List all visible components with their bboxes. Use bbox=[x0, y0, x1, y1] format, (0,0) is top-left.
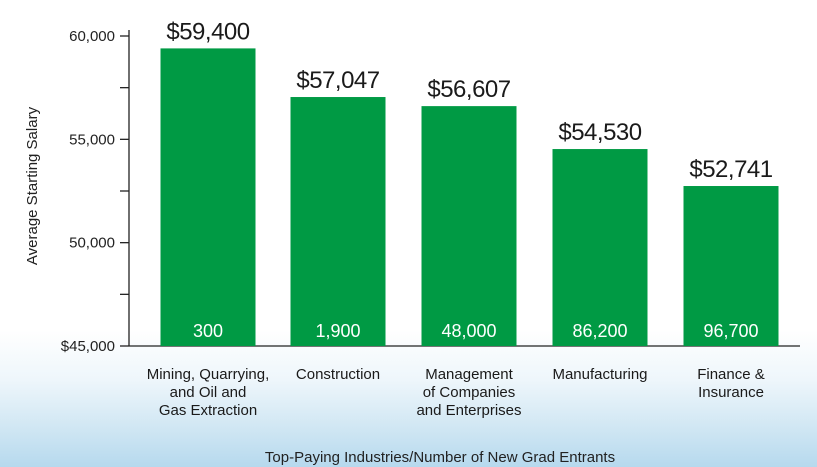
category-label: Construction bbox=[296, 366, 380, 383]
bar-value-label: $52,741 bbox=[689, 156, 772, 183]
y-tick-label: 55,000 bbox=[69, 131, 115, 148]
category-label: Management of Companies and Enterprises bbox=[416, 366, 521, 419]
bar-value-label: $57,047 bbox=[296, 67, 379, 94]
chart-bars: $59,400 300 Mining, Quarrying, and Oil and G… bbox=[147, 18, 779, 419]
bar bbox=[290, 97, 386, 347]
bar bbox=[421, 106, 517, 346]
y-tick-label: 60,000 bbox=[69, 28, 115, 45]
bar-entrant-label: 300 bbox=[193, 321, 223, 341]
bar-entrant-label: 48,000 bbox=[441, 321, 496, 341]
category-label: Manufacturing bbox=[552, 366, 647, 383]
bar-value-label: $54,530 bbox=[558, 119, 641, 146]
y-axis-label: Average Starting Salary bbox=[24, 106, 41, 265]
bar bbox=[552, 149, 648, 346]
category-label: Mining, Quarrying, and Oil and Gas Extract… bbox=[147, 366, 270, 419]
bar-value-label: $56,607 bbox=[427, 76, 510, 103]
bar-entrant-label: 86,200 bbox=[572, 321, 627, 341]
y-tick-label: 50,000 bbox=[69, 235, 115, 252]
bar bbox=[683, 186, 779, 346]
bar-value-label: $59,400 bbox=[166, 18, 249, 45]
category-label: Finance & Insurance bbox=[697, 366, 765, 401]
bar bbox=[160, 48, 256, 347]
y-tick-label: $45,000 bbox=[61, 338, 115, 355]
bar-entrant-label: 96,700 bbox=[703, 321, 758, 341]
bar-entrant-label: 1,900 bbox=[315, 321, 360, 341]
x-axis-label: Top-Paying Industries/Number of New Grad… bbox=[265, 449, 615, 466]
